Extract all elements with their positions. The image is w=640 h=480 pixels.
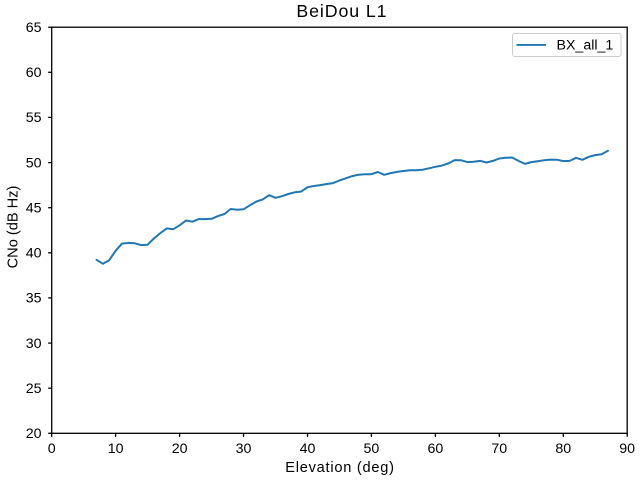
svg-text:40: 40 (26, 246, 42, 262)
svg-text:25: 25 (26, 381, 42, 397)
svg-text:90: 90 (619, 441, 635, 457)
svg-text:20: 20 (26, 426, 42, 442)
svg-text:50: 50 (364, 441, 380, 457)
svg-text:60: 60 (26, 65, 42, 81)
svg-text:80: 80 (555, 441, 571, 457)
svg-text:65: 65 (26, 20, 42, 36)
svg-text:45: 45 (26, 201, 42, 217)
svg-text:40: 40 (300, 441, 316, 457)
svg-text:CNo (dB Hz): CNo (dB Hz) (6, 186, 22, 269)
svg-text:Elevation (deg): Elevation (deg) (285, 460, 394, 476)
svg-text:BX_all_1: BX_all_1 (557, 38, 614, 54)
svg-text:55: 55 (26, 110, 42, 126)
svg-text:10: 10 (108, 441, 124, 457)
svg-text:BeiDou L1: BeiDou L1 (296, 1, 387, 21)
svg-text:70: 70 (491, 441, 507, 457)
svg-text:20: 20 (172, 441, 188, 457)
svg-text:50: 50 (26, 155, 42, 171)
svg-text:30: 30 (236, 441, 252, 457)
svg-text:60: 60 (428, 441, 444, 457)
svg-text:35: 35 (26, 291, 42, 307)
svg-text:30: 30 (26, 336, 42, 352)
svg-text:0: 0 (48, 441, 56, 457)
